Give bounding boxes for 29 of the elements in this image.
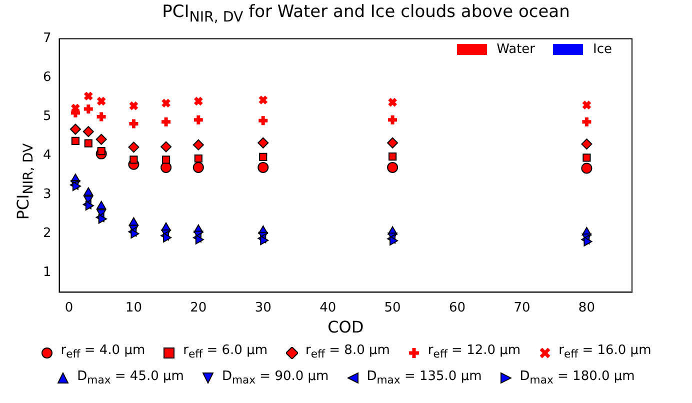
y-tick-label: 3 <box>42 187 52 202</box>
y-tick-label: 4 <box>42 148 52 164</box>
x-tick-label: 80 <box>578 300 595 316</box>
x-tick-label: 10 <box>125 300 142 316</box>
y-tick-label: 7 <box>42 31 52 46</box>
y-tick-label: 5 <box>42 109 52 124</box>
legend-label: r$_{eff}$ = 12.0 µm <box>428 342 521 363</box>
x-tick-label: 30 <box>254 300 272 316</box>
chart-title: PCI$_{NIR, DV}$ for Water and Ice clouds above ocean <box>161 2 571 26</box>
legend-label: D$_{max}$ = 45.0 µm <box>77 368 184 388</box>
x-tick-label: 0 <box>64 300 74 316</box>
legend-label: r$_{eff}$ = 16.0 µm <box>558 342 652 363</box>
legend-label: r$_{eff}$ = 4.0 µm <box>60 342 146 363</box>
y-tick-label: 1 <box>42 265 52 280</box>
legend-label: r$_{eff}$ = 6.0 µm <box>183 342 268 363</box>
legend-label: D$_{max}$ = 90.0 µm <box>222 368 329 388</box>
x-tick-label: 50 <box>384 300 401 316</box>
x-tick-label: 70 <box>514 300 530 316</box>
annotation: Ice <box>593 42 612 57</box>
annotation: Water <box>496 42 536 57</box>
legend-label: r$_{eff}$ = 8.0 µm <box>306 342 390 363</box>
legend-label: D$_{max}$ = 180.0 µm <box>520 368 635 388</box>
x-tick-label: 40 <box>320 300 336 316</box>
x-tick-label: 60 <box>448 300 466 316</box>
legend-label: D$_{max}$ = 135.0 µm <box>366 368 482 388</box>
x-axis-title: COD <box>328 318 364 337</box>
y-tick-label: 2 <box>42 226 52 242</box>
y-tick-label: 6 <box>42 70 52 86</box>
x-tick-label: 20 <box>190 300 207 316</box>
